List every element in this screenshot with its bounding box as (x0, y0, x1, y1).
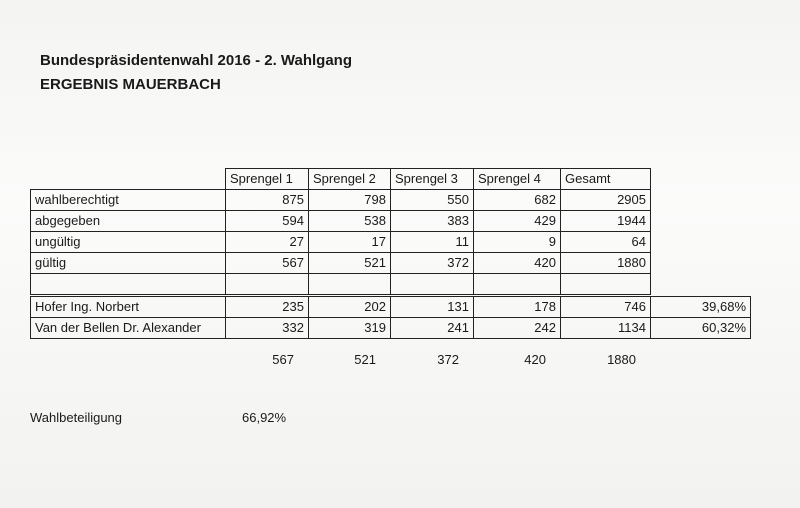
table-cell: 420 (473, 252, 561, 274)
table-cell: 242 (473, 317, 561, 339)
table-cell: 521 (308, 252, 391, 274)
table-cell: 1880 (560, 252, 651, 274)
row-label: ungültig (30, 231, 226, 253)
row-label: abgegeben (30, 210, 226, 232)
table-cell: 594 (225, 210, 309, 232)
empty-cell (473, 273, 561, 295)
table-cell: 798 (308, 189, 391, 211)
table-cell: 319 (308, 317, 391, 339)
table-cell: 2905 (560, 189, 651, 211)
subtitle: ERGEBNIS MAUERBACH (40, 76, 221, 93)
column-header: Sprengel 2 (308, 168, 391, 190)
table-cell: 682 (473, 189, 561, 211)
empty-cell (225, 273, 309, 295)
title: Bundespräsidentenwahl 2016 - 2. Wahlgang (40, 52, 353, 69)
total: 1880 (607, 352, 636, 367)
table-cell: 1134 (560, 317, 651, 339)
column-header: Sprengel 1 (225, 168, 309, 190)
empty-cell (560, 273, 651, 295)
turnout-label: Wahlbeteiligung (30, 410, 123, 425)
total: 567 (272, 352, 294, 367)
table-cell: 64 (560, 231, 651, 253)
table-cell: 11 (390, 231, 474, 253)
table-cell: 550 (390, 189, 474, 211)
empty-cell (308, 273, 391, 295)
candidate-name: Hofer Ing. Norbert (30, 296, 226, 318)
turnout-value: 66,92% (242, 410, 287, 425)
table-cell: 567 (225, 252, 309, 274)
table-cell: 429 (473, 210, 561, 232)
empty-cell (30, 273, 226, 295)
table-cell: 372 (390, 252, 474, 274)
table-cell: 332 (225, 317, 309, 339)
table-cell: 131 (390, 296, 474, 318)
row-label: gültig (30, 252, 226, 274)
table-cell: 235 (225, 296, 309, 318)
table-cell: 17 (308, 231, 391, 253)
table-cell: 538 (308, 210, 391, 232)
candidate-name: Van der Bellen Dr. Alexander (30, 317, 226, 339)
table-cell: 178 (473, 296, 561, 318)
table-cell: 1944 (560, 210, 651, 232)
table-cell: 383 (390, 210, 474, 232)
table-cell: 60,32% (650, 317, 751, 339)
column-header: Sprengel 3 (390, 168, 474, 190)
table-cell: 9 (473, 231, 561, 253)
total: 521 (354, 352, 376, 367)
total: 420 (524, 352, 546, 367)
table-cell: 39,68% (650, 296, 751, 318)
table-cell: 875 (225, 189, 309, 211)
row-label: wahlberechtigt (30, 189, 226, 211)
table-cell: 746 (560, 296, 651, 318)
total: 372 (437, 352, 459, 367)
table-cell: 27 (225, 231, 309, 253)
column-header: Gesamt (560, 168, 651, 190)
empty-cell (390, 273, 474, 295)
table-cell: 241 (390, 317, 474, 339)
table-cell: 202 (308, 296, 391, 318)
column-header: Sprengel 4 (473, 168, 561, 190)
